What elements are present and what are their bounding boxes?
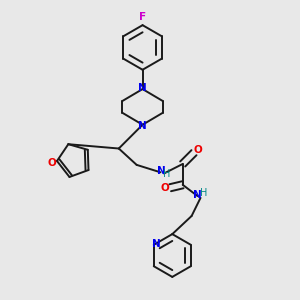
Text: N: N <box>193 190 202 200</box>
Text: O: O <box>194 145 203 155</box>
Text: F: F <box>139 12 146 22</box>
Text: H: H <box>200 188 208 197</box>
Text: N: N <box>138 82 147 93</box>
Text: H: H <box>163 169 171 179</box>
Text: N: N <box>152 239 161 249</box>
Text: O: O <box>47 158 56 168</box>
Text: O: O <box>160 183 169 193</box>
Text: N: N <box>157 167 165 176</box>
Text: N: N <box>138 121 147 131</box>
